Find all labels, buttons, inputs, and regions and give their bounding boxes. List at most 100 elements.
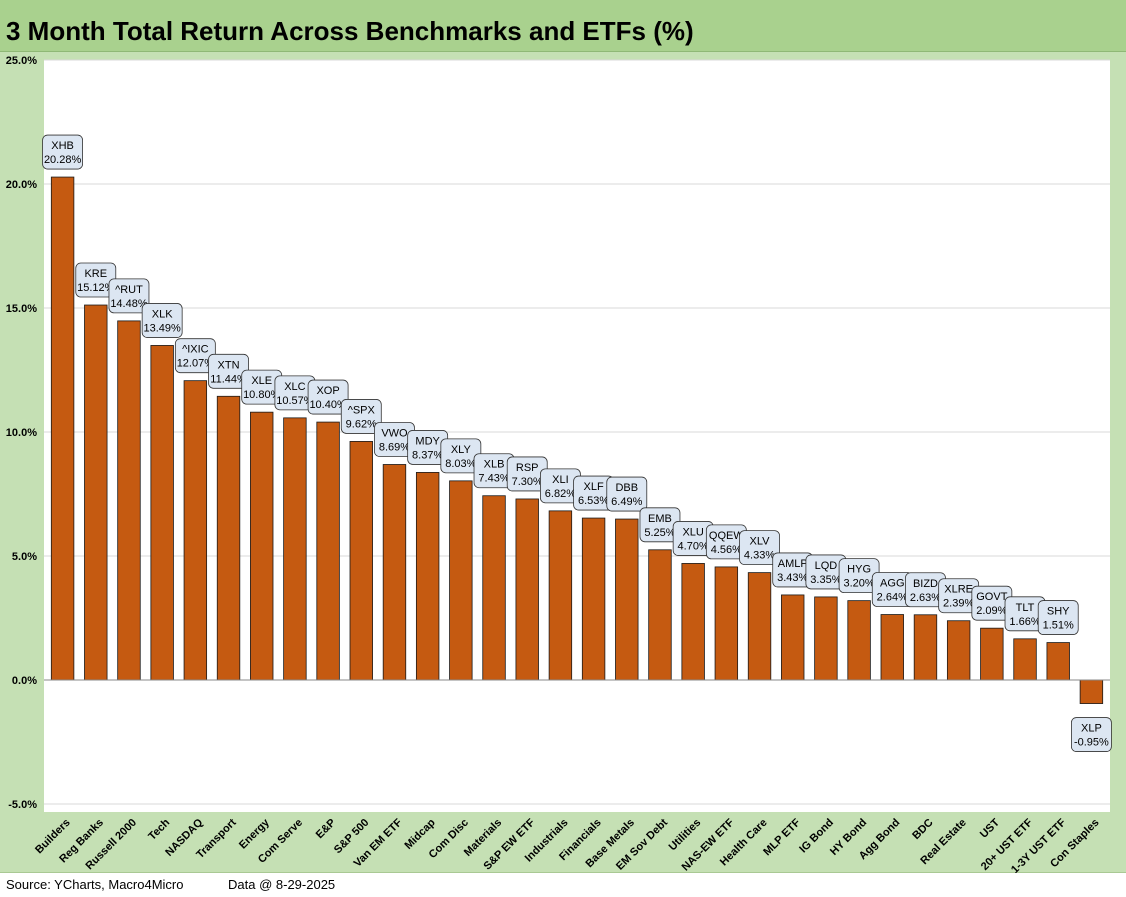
- y-tick-label: 15.0%: [6, 303, 37, 315]
- data-label: XLF 6.53%: [573, 475, 614, 511]
- data-label: ^SPX 9.62%: [340, 399, 382, 434]
- data-label-value: 2.63%: [910, 592, 941, 604]
- data-label-ticker: XLP: [1081, 723, 1102, 735]
- data-label: AMLP 3.43%: [772, 552, 814, 588]
- data-label-ticker: XLI: [552, 474, 569, 486]
- x-tick-label: E&P: [314, 817, 338, 841]
- data-label-value: 8.37%: [412, 449, 443, 461]
- data-label: XOP 10.40%: [307, 379, 349, 415]
- data-label-value: 11.44%: [210, 373, 247, 385]
- data-label-value: 2.64%: [877, 592, 908, 604]
- y-tick-label: -5.0%: [8, 799, 37, 811]
- data-label-ticker: ^SPX: [348, 404, 376, 416]
- data-label-ticker: HYG: [847, 564, 871, 576]
- data-label-value: 13.49%: [144, 322, 182, 334]
- data-label-value: 4.70%: [678, 540, 709, 552]
- data-label: EMB 5.25%: [639, 507, 681, 543]
- data-label: HYG 3.20%: [838, 558, 880, 594]
- bar: [714, 566, 739, 681]
- data-label-value: 10.57%: [276, 395, 314, 407]
- data-label-ticker: LQD: [815, 560, 838, 572]
- data-label-ticker: BIZD: [913, 578, 938, 590]
- data-label-value: 4.56%: [711, 544, 742, 556]
- bar: [150, 345, 174, 681]
- data-label: XLE 10.80%: [241, 369, 283, 405]
- bar: [349, 441, 373, 681]
- data-label-ticker: XOP: [316, 385, 339, 397]
- bar: [216, 395, 241, 681]
- bar: [1013, 638, 1037, 681]
- data-label: AGG 2.64%: [871, 572, 913, 607]
- data-label-ticker: AMLP: [778, 558, 808, 570]
- data-label-box: [307, 379, 349, 415]
- data-label-value: 3.20%: [843, 578, 874, 590]
- bar: [814, 596, 838, 681]
- data-label-ticker: SHY: [1047, 606, 1070, 618]
- data-label-box: [606, 476, 648, 512]
- data-label: GOVT 2.09%: [971, 585, 1013, 621]
- data-label-value: 4.33%: [744, 550, 775, 562]
- data-label-box: [1071, 717, 1112, 752]
- bar: [548, 510, 573, 681]
- y-tick-label: 0.0%: [12, 675, 37, 687]
- bar: [581, 517, 606, 681]
- data-label-value: 10.40%: [309, 399, 347, 411]
- data-label-ticker: XTN: [218, 359, 240, 371]
- data-label-ticker: TLT: [1016, 602, 1035, 614]
- bar: [283, 417, 307, 681]
- data-label-ticker: AGG: [880, 578, 904, 590]
- data-label-value: 20.28%: [44, 154, 82, 166]
- bar: [1046, 642, 1070, 681]
- data-label-box: [141, 303, 183, 338]
- y-tick-label: 20.0%: [6, 179, 37, 191]
- bar: [847, 600, 871, 681]
- data-date-note: Data @ 8-29-2025: [228, 877, 336, 892]
- data-label-ticker: EMB: [648, 513, 672, 525]
- data-label: SHY 1.51%: [1037, 600, 1079, 635]
- bar: [449, 480, 473, 681]
- data-label: KRE 15.12%: [75, 262, 117, 298]
- data-label-box: [1037, 600, 1079, 635]
- data-label-value: 8.03%: [445, 458, 476, 470]
- data-label-value: 15.12%: [77, 282, 115, 294]
- data-label: XLB 7.43%: [473, 453, 515, 489]
- data-label: XLV 4.33%: [739, 530, 780, 566]
- data-label-value: 2.09%: [976, 605, 1007, 617]
- data-label-value: 1.51%: [1043, 620, 1074, 632]
- data-label-ticker: XLB: [484, 459, 505, 471]
- data-label: MDY 8.37%: [407, 430, 449, 465]
- data-label-value: 14.48%: [110, 298, 148, 310]
- data-label-box: [108, 278, 150, 314]
- x-tick-label: Tech: [146, 816, 172, 842]
- data-label-value: 1.66%: [1009, 616, 1040, 628]
- bar: [946, 620, 971, 681]
- y-tick-label: 25.0%: [6, 55, 37, 67]
- data-label: QQEW 4.56%: [705, 524, 747, 560]
- bar: [913, 614, 938, 681]
- bar: [117, 320, 141, 681]
- data-label-ticker: ^IXIC: [182, 344, 209, 356]
- bar: [980, 627, 1004, 681]
- data-label: XLC 10.57%: [274, 375, 316, 411]
- data-label-value: 2.39%: [943, 598, 974, 610]
- y-tick-label: 5.0%: [12, 551, 37, 563]
- data-label-ticker: MDY: [415, 435, 440, 447]
- data-label: ^IXIC 12.07%: [174, 338, 216, 374]
- x-tick-label: UST: [978, 816, 1002, 840]
- bar: [615, 518, 639, 681]
- chart-title: 3 Month Total Return Across Benchmarks a…: [6, 16, 694, 46]
- data-label-ticker: XLF: [584, 481, 604, 493]
- data-label-ticker: XLC: [284, 381, 305, 393]
- bar: [880, 614, 904, 681]
- data-label-ticker: XHB: [51, 140, 74, 152]
- bar: [781, 594, 805, 681]
- bar: [415, 472, 440, 681]
- data-label: XLP -0.95%: [1071, 717, 1112, 752]
- data-label: VWO 8.69%: [374, 422, 415, 457]
- data-label: XLK 13.49%: [141, 303, 183, 338]
- data-label-value: 6.82%: [545, 488, 576, 500]
- data-label-ticker: XLY: [451, 444, 472, 456]
- data-label-value: -0.95%: [1074, 737, 1109, 749]
- x-tick-label: BDC: [910, 817, 935, 842]
